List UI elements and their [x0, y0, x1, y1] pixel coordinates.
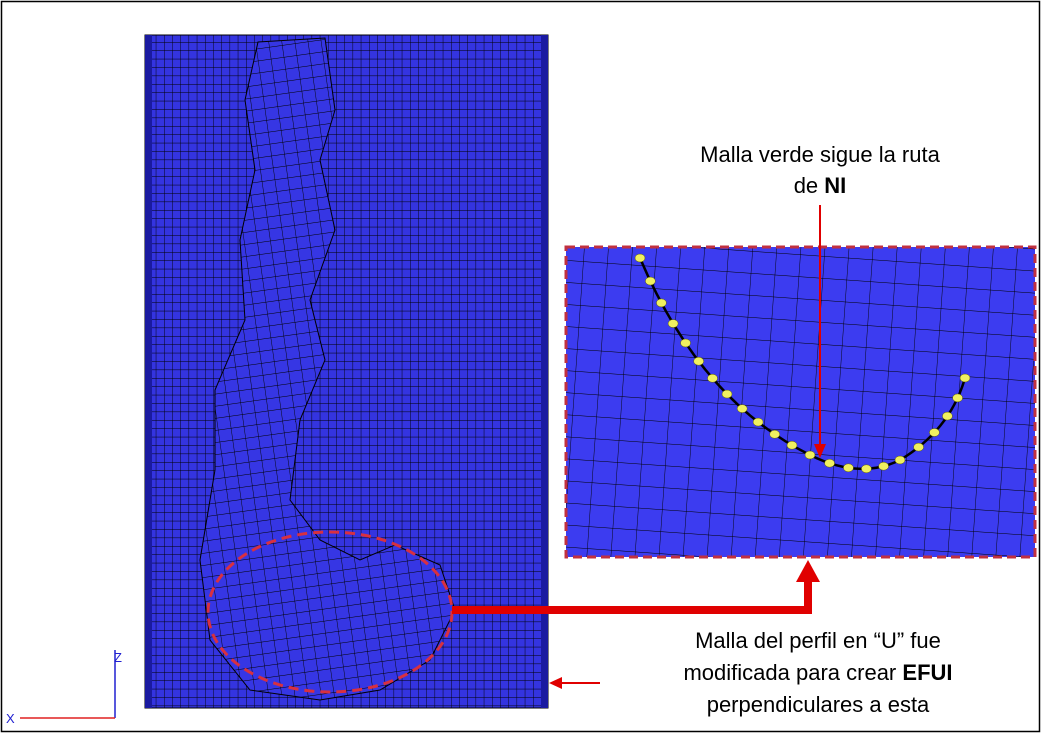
- callout-text: perpendiculares a esta: [707, 692, 930, 717]
- zoom-inset: [566, 247, 1035, 557]
- node-dot: [645, 277, 655, 285]
- node-dot: [942, 412, 952, 420]
- node-dot: [861, 465, 871, 473]
- mesh-edge: [145, 35, 152, 708]
- node-dot: [681, 339, 691, 347]
- node-dot: [960, 374, 970, 382]
- text: modificada para crear: [683, 660, 896, 685]
- axis-label: Z: [114, 650, 122, 665]
- node-dot: [825, 459, 835, 467]
- node-dot: [753, 418, 763, 426]
- node-dot: [787, 441, 797, 449]
- bold-text: EFUI: [902, 660, 952, 685]
- node-dot: [895, 456, 905, 464]
- node-dot: [668, 320, 678, 328]
- callout-text: Malla del perfil en “U” fue: [695, 628, 941, 653]
- arrow-head: [549, 677, 562, 689]
- node-dot: [694, 357, 704, 365]
- axis-label: X: [6, 711, 15, 726]
- node-dot: [635, 254, 645, 262]
- node-dot: [805, 451, 815, 459]
- node-dot: [770, 430, 780, 438]
- node-dot: [929, 428, 939, 436]
- text: de: [794, 173, 818, 198]
- node-dot: [708, 374, 718, 382]
- node-dot: [843, 464, 853, 472]
- node-dot: [737, 405, 747, 413]
- callout-text: modificada para crear EFUI: [683, 660, 952, 685]
- node-dot: [656, 299, 666, 307]
- node-dot: [722, 390, 732, 398]
- node-dot: [953, 394, 963, 402]
- arrow-head: [796, 560, 820, 582]
- bold-text: NI: [824, 173, 846, 198]
- node-dot: [879, 462, 889, 470]
- diagram: Malla verde sigue la ruta de NI Malla de…: [0, 0, 1042, 734]
- node-dot: [914, 443, 924, 451]
- callout-text: de NI: [794, 173, 847, 198]
- callout-text: Malla verde sigue la ruta: [700, 142, 940, 167]
